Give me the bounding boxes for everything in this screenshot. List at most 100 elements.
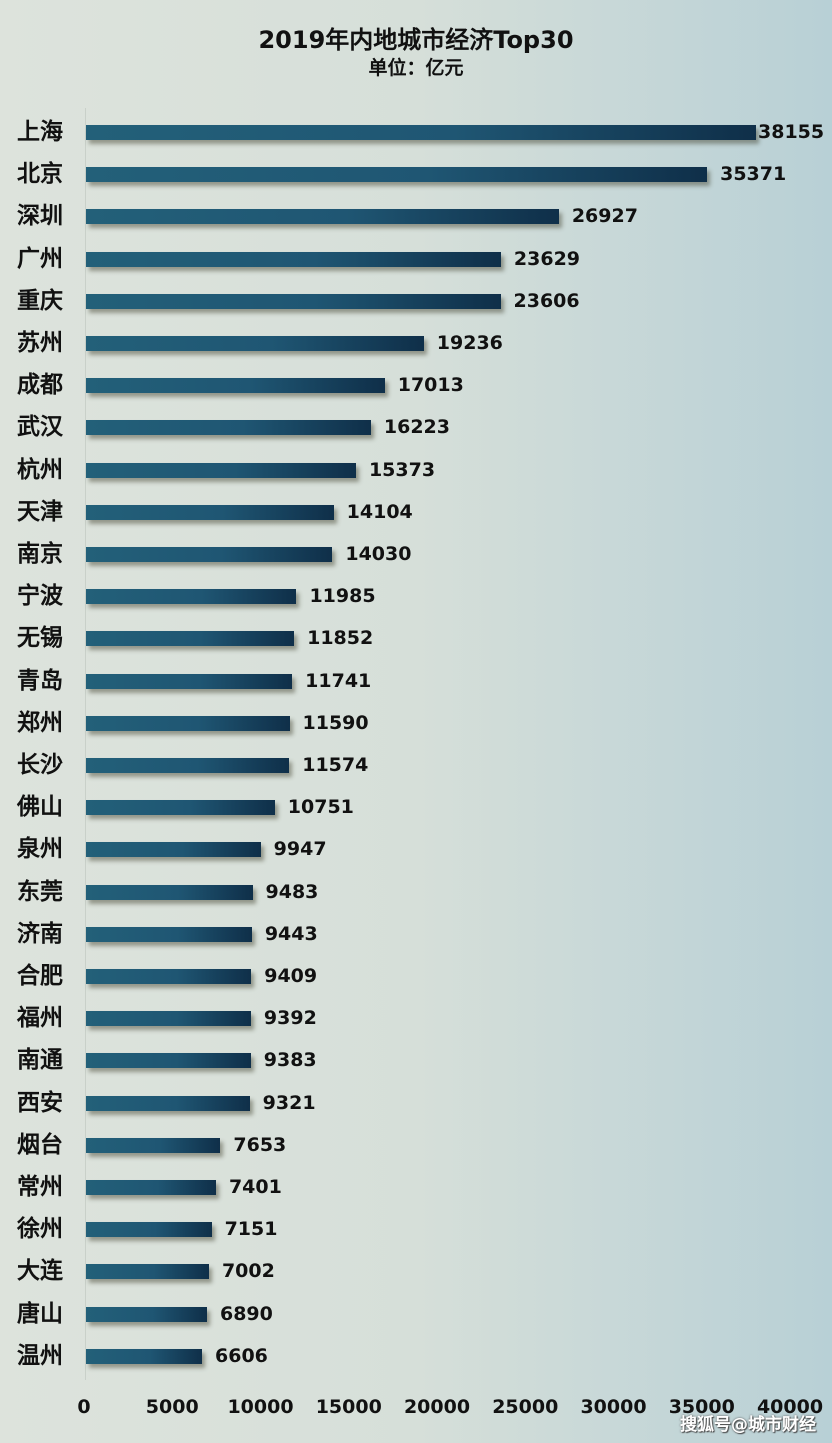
bar-row: 东莞 9483 [0,871,832,913]
bar [86,1011,251,1027]
bar-row: 大连 7002 [0,1250,832,1292]
category-label: 温州 [17,1342,63,1369]
value-label: 9409 [264,965,318,987]
value-label: 23629 [513,247,581,270]
value-label: 9392 [263,1007,317,1030]
value-label: 9947 [273,838,327,861]
bar-row: 长沙 11574 [0,744,832,786]
category-label: 唐山 [17,1300,63,1327]
bar-row: 北京 35371 [0,153,832,195]
value-label: 9483 [265,880,319,903]
value-label: 7653 [233,1133,287,1156]
bar-row: 烟台 7653 [0,1124,832,1166]
category-label: 佛山 [17,794,63,821]
category-label: 重庆 [17,287,63,314]
x-axis-ticks: 0 5000 10000 15000 20000 25000 30000 35000 40000 [0,1396,832,1426]
bar-row: 上海 38155 [0,111,832,153]
category-label: 大连 [17,1258,63,1285]
value-label: 14030 [345,543,412,565]
category-label: 泉州 [17,836,63,863]
value-label: 11985 [309,585,376,608]
bar [86,715,290,731]
bar-row: 西安 9321 [0,1082,832,1124]
category-label: 苏州 [17,330,63,356]
bar-row: 天津 14104 [0,491,832,533]
bar [86,251,501,267]
x-tick-label: 10000 [227,1396,294,1418]
value-label: 9383 [263,1049,317,1072]
value-label: 7401 [228,1176,282,1198]
value-label: 16223 [383,416,450,439]
bar-row: 唐山 6890 [0,1293,832,1335]
chart-title: 2019年内地城市经济Top30 [258,26,574,54]
watermark: 搜狐号@城市财经 [680,1415,816,1435]
bar [86,462,356,478]
value-label: 6890 [219,1302,273,1325]
bar-row: 武汉 16223 [0,406,832,448]
bar [86,1053,251,1069]
bar [86,336,424,351]
bar [86,1306,207,1322]
bar [86,589,297,605]
value-label: 11574 [302,754,369,776]
bar [86,1222,212,1238]
category-label: 天津 [17,498,63,525]
bar [86,758,290,773]
bar [86,631,295,647]
category-label: 济南 [17,920,63,947]
bar-row: 深圳 26927 [0,195,832,237]
value-label: 6606 [215,1344,268,1367]
x-tick-label: 20000 [403,1396,471,1418]
value-label: 10751 [287,796,354,819]
value-label: 35371 [720,163,787,186]
bar-row: 南通 9383 [0,1039,832,1081]
x-tick-label: 25000 [492,1396,559,1418]
chart-subtitle: 单位：亿元 [368,57,464,79]
category-label: 常州 [17,1174,63,1200]
bar [86,673,293,689]
value-label: 23606 [513,289,580,312]
value-label: 14104 [346,500,413,523]
value-label: 7151 [224,1218,278,1241]
bar [86,1095,250,1111]
bar [86,1137,221,1153]
category-label: 成都 [17,372,63,399]
bar [86,293,501,309]
bar [86,1180,216,1195]
value-label: 11590 [302,711,369,734]
value-label: 15373 [368,458,436,481]
category-label: 北京 [17,161,63,188]
category-label: 南京 [17,541,63,567]
bar [86,884,253,900]
bar [86,842,261,858]
bar-row: 重庆 23606 [0,280,832,322]
value-label: 19236 [436,332,503,354]
value-label: 26927 [571,205,638,228]
bar-row: 济南 9443 [0,913,832,955]
bar [86,547,333,562]
x-tick-label: 35000 [668,1396,735,1418]
bar-row: 郑州 11590 [0,702,832,744]
x-tick-label: 30000 [580,1396,647,1418]
bar-row: 宁波 11985 [0,575,832,617]
category-label: 西安 [17,1089,63,1116]
bar [86,125,756,140]
bar-row: 广州 23629 [0,238,832,280]
category-label: 福州 [17,1005,63,1032]
value-label: 11852 [307,627,374,650]
bar-row: 常州 7401 [0,1166,832,1208]
category-label: 武汉 [17,414,63,441]
category-label: 宁波 [17,583,63,610]
value-label: 11741 [305,669,372,692]
category-label: 杭州 [17,456,63,483]
bar [86,209,559,225]
category-label: 徐州 [17,1216,63,1243]
bar-row: 苏州 19236 [0,322,832,364]
bar-row: 福州 9392 [0,997,832,1039]
bar [86,420,371,436]
value-label: 17013 [397,374,464,397]
bar [86,1264,209,1280]
category-label: 无锡 [17,625,63,652]
bar [86,167,708,183]
category-label: 青岛 [17,667,63,694]
